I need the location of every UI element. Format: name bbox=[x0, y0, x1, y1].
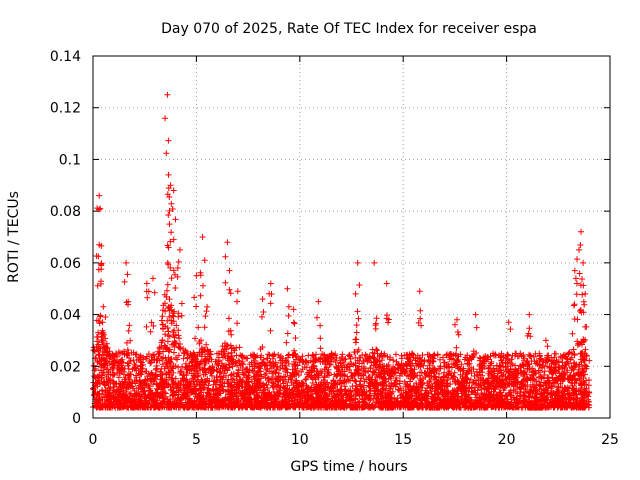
y-tick-label: 0.1 bbox=[59, 152, 81, 168]
axis-ticks: 0 5 10 15 20 25 0 0.02 0.04 0.06 0.08 0.1 0.12 0.14 bbox=[50, 49, 619, 448]
y-tick-label: 0.08 bbox=[50, 204, 81, 220]
y-tick-label: 0.02 bbox=[50, 359, 81, 375]
x-tick-label: 15 bbox=[394, 432, 412, 448]
y-tick-label: 0.12 bbox=[50, 101, 81, 117]
x-tick-label: 25 bbox=[601, 432, 619, 448]
plot-frame bbox=[92, 55, 611, 419]
x-tick-label: 0 bbox=[89, 432, 98, 448]
x-tick-label: 20 bbox=[498, 432, 516, 448]
y-tick-label: 0.04 bbox=[50, 308, 81, 324]
chart-title: Day 070 of 2025, Rate Of TEC Index for r… bbox=[161, 21, 537, 37]
y-tick-label: 0.06 bbox=[50, 256, 81, 272]
x-tick-label: 5 bbox=[192, 432, 201, 448]
y-axis-label: ROTI / TECUs bbox=[6, 191, 22, 283]
x-tick-label: 10 bbox=[291, 432, 309, 448]
grid-lines bbox=[93, 56, 610, 418]
y-tick-label: 0.14 bbox=[50, 49, 81, 65]
data-points bbox=[90, 91, 593, 411]
y-tick-label: 0 bbox=[72, 411, 81, 427]
x-axis-label: GPS time / hours bbox=[290, 459, 407, 475]
roti-scatter-points bbox=[90, 91, 593, 411]
